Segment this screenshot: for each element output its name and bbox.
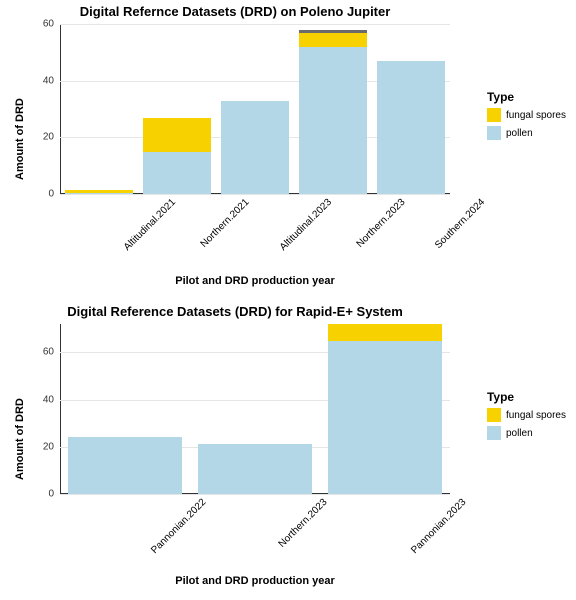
- chart1-legend: Type fungal spores pollen: [487, 90, 566, 140]
- legend-title: Type: [487, 390, 566, 404]
- bar-group: [328, 324, 442, 494]
- legend-title: Type: [487, 90, 566, 104]
- chart1-plot-area: 0204060Altitudinal.2021Northern.2021Alti…: [60, 24, 450, 194]
- chart2-xlabel: Pilot and DRD production year: [60, 575, 450, 587]
- ytick-label: 0: [48, 189, 60, 200]
- ytick-label: 40: [43, 75, 60, 86]
- legend-label: fungal spores: [506, 410, 566, 421]
- bar-group: [377, 61, 446, 194]
- chart2-legend: Type fungal spores pollen: [487, 390, 566, 440]
- ytick-label: 20: [43, 441, 60, 452]
- bar-group: [198, 444, 312, 494]
- bar-segment-pollen: [143, 152, 212, 195]
- chart2-plot-area: 0204060Pannonian.2022Northern.2023Pannon…: [60, 324, 450, 494]
- chart2-title: Digital Reference Datasets (DRD) for Rap…: [0, 304, 470, 319]
- legend-label: pollen: [506, 128, 533, 139]
- bar-segment-pollen: [377, 61, 446, 194]
- ytick-label: 60: [43, 19, 60, 30]
- ytick-label: 40: [43, 394, 60, 405]
- ytick-label: 60: [43, 347, 60, 358]
- chart2-ylabel: Amount of DRD: [14, 398, 26, 480]
- ytick-label: 0: [48, 489, 60, 500]
- chart1-ylabel: Amount of DRD: [14, 98, 26, 180]
- xcat-label: Northern.2021: [196, 194, 252, 250]
- bar-group: [299, 30, 368, 194]
- ytick-label: 20: [43, 132, 60, 143]
- chart1-title: Digital Refernce Datasets (DRD) on Polen…: [0, 4, 470, 19]
- xcat-label: Altitudinal.2021: [119, 194, 178, 253]
- legend-item: fungal spores: [487, 108, 566, 122]
- bar-group: [221, 101, 290, 195]
- legend-item: pollen: [487, 426, 566, 440]
- legend-label: fungal spores: [506, 110, 566, 121]
- bar-segment-pollen: [328, 341, 442, 494]
- xcat-label: Northern.2023: [352, 194, 408, 250]
- bar-segment-pollen: [221, 101, 290, 195]
- gridline: [60, 24, 450, 25]
- xcat-label: Altitudinal.2023: [275, 194, 334, 253]
- bar-group: [65, 190, 134, 194]
- gridline: [60, 194, 450, 195]
- legend-swatch-fungal: [487, 408, 501, 422]
- bar-segment-pollen: [68, 437, 182, 494]
- bar-segment-fungal-spores: [328, 324, 442, 341]
- chart1-yaxis-line: [60, 24, 61, 194]
- legend-swatch-pollen: [487, 126, 501, 140]
- xcat-label: Pannonian.2023: [406, 494, 468, 556]
- bar-segment-fungal-spores: [143, 118, 212, 152]
- gridline: [60, 494, 450, 495]
- legend-item: fungal spores: [487, 408, 566, 422]
- legend-swatch-pollen: [487, 426, 501, 440]
- bar-group: [143, 118, 212, 195]
- chart2-yaxis-line: [60, 324, 61, 494]
- xcat-label: Pannonian.2022: [146, 494, 208, 556]
- bar-segment-pollen: [198, 444, 312, 494]
- xcat-label: Northern.2023: [274, 494, 330, 550]
- chart1-xlabel: Pilot and DRD production year: [60, 275, 450, 287]
- legend-item: pollen: [487, 126, 566, 140]
- bar-segment-fungal-spores: [299, 33, 368, 47]
- legend-swatch-fungal: [487, 108, 501, 122]
- chart-panel-rapide: Digital Reference Datasets (DRD) for Rap…: [0, 300, 576, 600]
- chart-panel-poleno: Digital Refernce Datasets (DRD) on Polen…: [0, 0, 576, 300]
- bar-segment-pollen: [299, 47, 368, 194]
- xcat-label: Southern.2024: [430, 194, 487, 251]
- bar-group: [68, 437, 182, 494]
- bar-segment-pollen: [65, 193, 134, 194]
- legend-label: pollen: [506, 428, 533, 439]
